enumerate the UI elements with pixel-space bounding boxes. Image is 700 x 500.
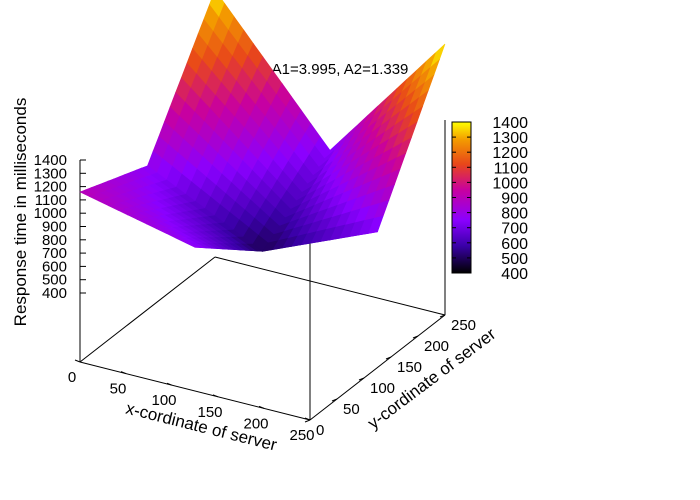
colorbar-tick-label: 400 <box>501 266 528 283</box>
x-axis-line <box>79 361 311 421</box>
y-tick-label: 0 <box>316 422 324 439</box>
x-tick-label: 50 <box>110 381 127 398</box>
x-tick-label: 250 <box>289 427 314 444</box>
z-axis-label: Response time in milliseconds <box>11 98 30 327</box>
y-tick-label: 250 <box>451 317 476 334</box>
x-tick-mark <box>166 382 173 386</box>
colorbar-tick-label: 900 <box>501 191 528 208</box>
y-tick-mark <box>439 314 446 318</box>
z-tick-label: 1000 <box>34 205 67 222</box>
colorbar-tick-label: 500 <box>501 251 528 268</box>
surface-mesh <box>79 0 446 252</box>
back-axis-y <box>214 256 446 316</box>
z-tick-label: 1400 <box>34 152 67 169</box>
y-tick-mark <box>412 335 419 339</box>
colorbar-tick-label: 1200 <box>492 145 528 162</box>
z-tick-label: 900 <box>42 219 67 236</box>
z-tick-label: 800 <box>42 232 67 249</box>
z-tick-label: 600 <box>42 258 67 275</box>
chart-title: A1=3.995, A2=1.339 <box>272 61 409 78</box>
y-tick-mark <box>358 377 365 381</box>
back-axis-x <box>79 256 216 363</box>
z-tick-label: 700 <box>42 245 67 262</box>
colorbar-tick-label: 1000 <box>492 175 528 192</box>
x-tick-mark <box>258 405 265 409</box>
colorbar-tick-label: 1400 <box>492 115 528 132</box>
colorbar-tick-label: 800 <box>501 206 528 223</box>
y-tick-label: 200 <box>424 338 449 355</box>
colorbar-tick-label: 700 <box>501 221 528 238</box>
z-tick-label: 1100 <box>35 192 67 209</box>
x-tick-mark <box>120 371 127 375</box>
x-tick-label: 0 <box>68 369 76 386</box>
y-tick-mark <box>385 356 392 360</box>
x-tick-mark <box>304 417 311 421</box>
y-tick-label: 150 <box>397 359 422 376</box>
y-tick-label: 50 <box>343 401 360 418</box>
x-ticks: 0 50 100 150 200 250 <box>68 359 315 444</box>
z-tick-label: 1300 <box>34 165 67 182</box>
y-axis-line <box>309 314 446 421</box>
x-tick-mark <box>212 394 219 398</box>
y-tick-mark <box>331 398 338 402</box>
z-tick-label: 400 <box>42 285 67 302</box>
axes-box <box>79 120 446 421</box>
colorbar-tick-label: 1100 <box>494 160 529 177</box>
surface-facet <box>261 240 279 252</box>
colorbar-tick-label: 1300 <box>492 130 528 147</box>
x-tick-mark <box>74 359 81 363</box>
y-tick-mark <box>304 419 311 423</box>
z-tick-label: 500 <box>42 272 67 289</box>
y-tick-label: 100 <box>370 380 395 397</box>
x-tick-label: 200 <box>243 415 268 432</box>
x-tick-label: 150 <box>197 404 222 421</box>
colorbar-tick-label: 600 <box>501 236 528 253</box>
z-tick-label: 1200 <box>34 179 67 196</box>
x-tick-label: 100 <box>151 392 176 409</box>
